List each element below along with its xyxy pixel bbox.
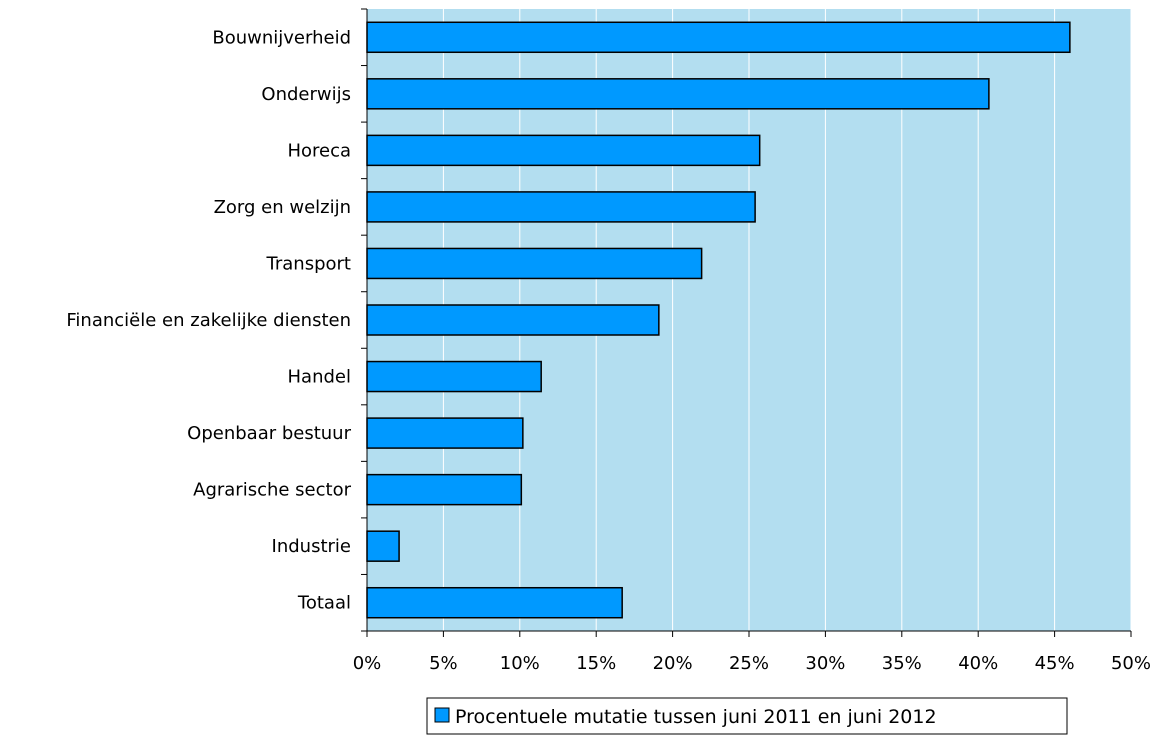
bar-0 <box>366 21 1071 54</box>
category-label-0: Bouwnijverheid <box>212 27 351 48</box>
bar-10 <box>366 586 623 619</box>
bar-4 <box>366 247 703 280</box>
bar-9 <box>366 530 400 562</box>
legend-box <box>426 697 1068 735</box>
bar-8 <box>366 473 523 506</box>
x-tick-label-35: 35% <box>882 653 922 674</box>
x-tick-label-20: 20% <box>653 653 693 674</box>
category-label-6: Handel <box>288 367 351 388</box>
category-label-3: Zorg en welzijn <box>214 197 351 218</box>
bar-3 <box>366 191 756 223</box>
bar-1 <box>366 78 990 110</box>
bar-5 <box>366 304 660 336</box>
category-label-2: Horeca <box>287 140 351 161</box>
category-label-7: Openbaar bestuur <box>187 423 351 444</box>
category-label-9: Industrie <box>272 536 351 557</box>
legend-label: Procentuele mutatie tussen juni 2011 en … <box>455 706 937 728</box>
x-tick-label-15: 15% <box>576 653 616 674</box>
category-label-5: Financiële en zakelijke diensten <box>66 310 351 331</box>
category-label-1: Onderwijs <box>261 84 351 105</box>
category-label-4: Transport <box>266 253 351 274</box>
bar-7 <box>366 417 524 449</box>
x-tick-label-25: 25% <box>729 653 769 674</box>
x-tick-label-0: 0% <box>353 653 382 674</box>
bar-2 <box>366 134 761 167</box>
bar-6 <box>366 360 542 393</box>
category-label-10: Totaal <box>297 593 351 614</box>
x-tick-label-10: 10% <box>500 653 540 674</box>
x-tick-label-45: 45% <box>1035 653 1075 674</box>
legend-swatch <box>434 707 450 723</box>
x-tick-label-50: 50% <box>1111 653 1151 674</box>
category-label-8: Agrarische sector <box>193 480 351 501</box>
x-tick-label-40: 40% <box>958 653 998 674</box>
x-tick-label-30: 30% <box>805 653 845 674</box>
x-tick-label-5: 5% <box>429 653 458 674</box>
